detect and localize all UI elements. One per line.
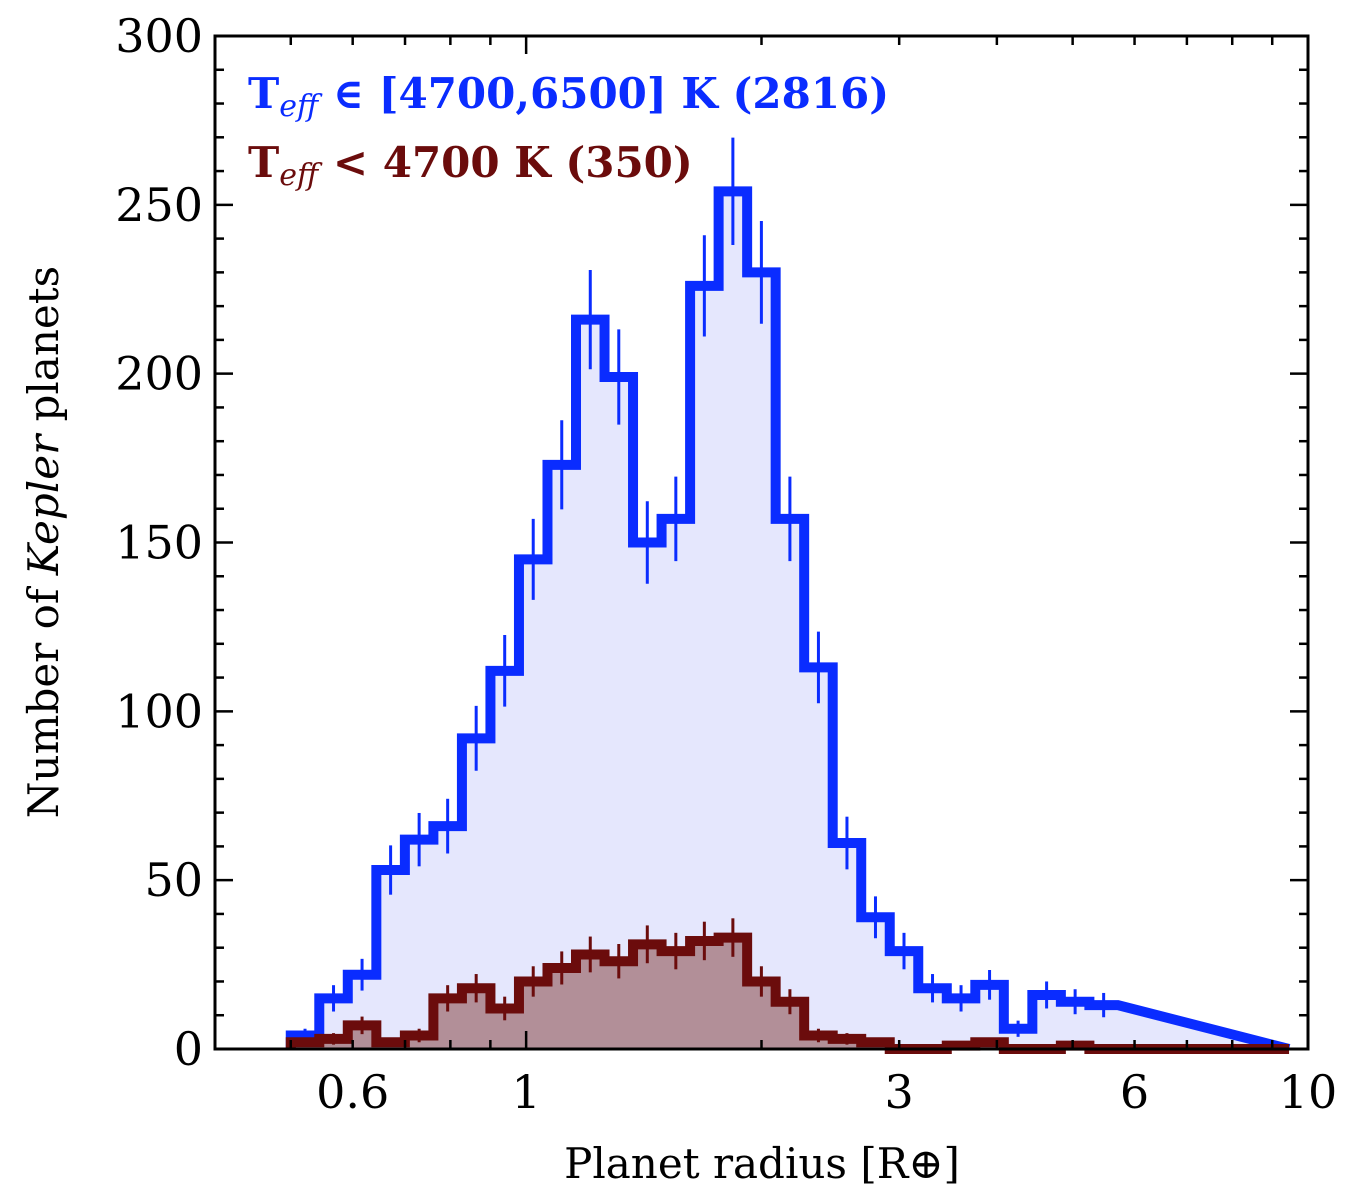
x-axis-title: Planet radius [R⊕]	[564, 1139, 960, 1188]
legend-entry-hot: Teff ∈ [4700,6500] K (2816)	[248, 69, 889, 124]
histogram-line-hot	[285, 186, 1291, 1054]
y-tick-label: 250	[115, 178, 203, 232]
legend-entry-hot-main: T	[248, 69, 279, 118]
legend-entry-cool-rest: < 4700 K (350)	[318, 138, 693, 187]
fill-layer	[290, 191, 1290, 1049]
histogram-line-cool	[285, 932, 1290, 1054]
step-line-layer	[285, 186, 1291, 1054]
axes-layer	[213, 34, 1310, 1051]
tick-label-layer: 0 50 100 150 200 250 300 0.6 1 3 6 10	[115, 9, 1337, 1119]
x-tick-label: 0.6	[316, 1065, 389, 1119]
y-tick-label: 50	[144, 853, 203, 907]
y-axis-title-suffix: planets	[19, 266, 68, 435]
histogram-fill-hot	[290, 191, 1290, 1049]
y-tick-label: 300	[115, 9, 203, 63]
x-tick-label: 1	[511, 1065, 540, 1119]
y-tick-label: 0	[174, 1022, 203, 1076]
y-axis-title-prefix: Number of	[19, 575, 68, 818]
legend-entry-hot-rest: ∈ [4700,6500] K (2816)	[318, 69, 889, 118]
x-tick-label: 10	[1279, 1065, 1338, 1119]
x-tick-label: 6	[1120, 1065, 1149, 1119]
y-tick-label: 200	[115, 347, 203, 401]
y-tick-label: 150	[115, 516, 203, 570]
y-tick-label: 100	[115, 684, 203, 738]
legend-entry-cool-sub: eff	[279, 158, 323, 193]
legend-entry-cool: Teff < 4700 K (350)	[248, 138, 693, 193]
y-axis-title: Number of Kepler planets	[19, 266, 68, 818]
y-axis-title-italic: Kepler	[19, 432, 68, 576]
legend-entry-hot-sub: eff	[279, 89, 323, 124]
legend-entry-cool-main: T	[248, 138, 279, 187]
histogram-fill-cool	[290, 937, 1290, 1049]
x-tick-label: 3	[885, 1065, 914, 1119]
